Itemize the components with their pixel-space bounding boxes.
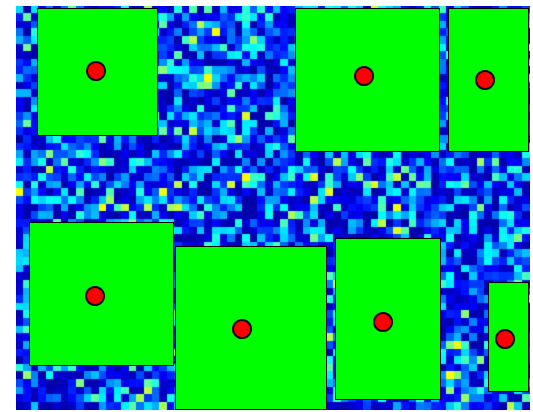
red-circle-marker [85,286,105,306]
red-circle-marker [373,312,393,332]
red-circle-marker [86,61,106,81]
red-circle-marker [232,319,252,339]
red-circle-marker [495,329,515,349]
red-circle-marker [354,66,374,86]
detection-box [37,8,158,136]
red-circle-marker [475,70,495,90]
